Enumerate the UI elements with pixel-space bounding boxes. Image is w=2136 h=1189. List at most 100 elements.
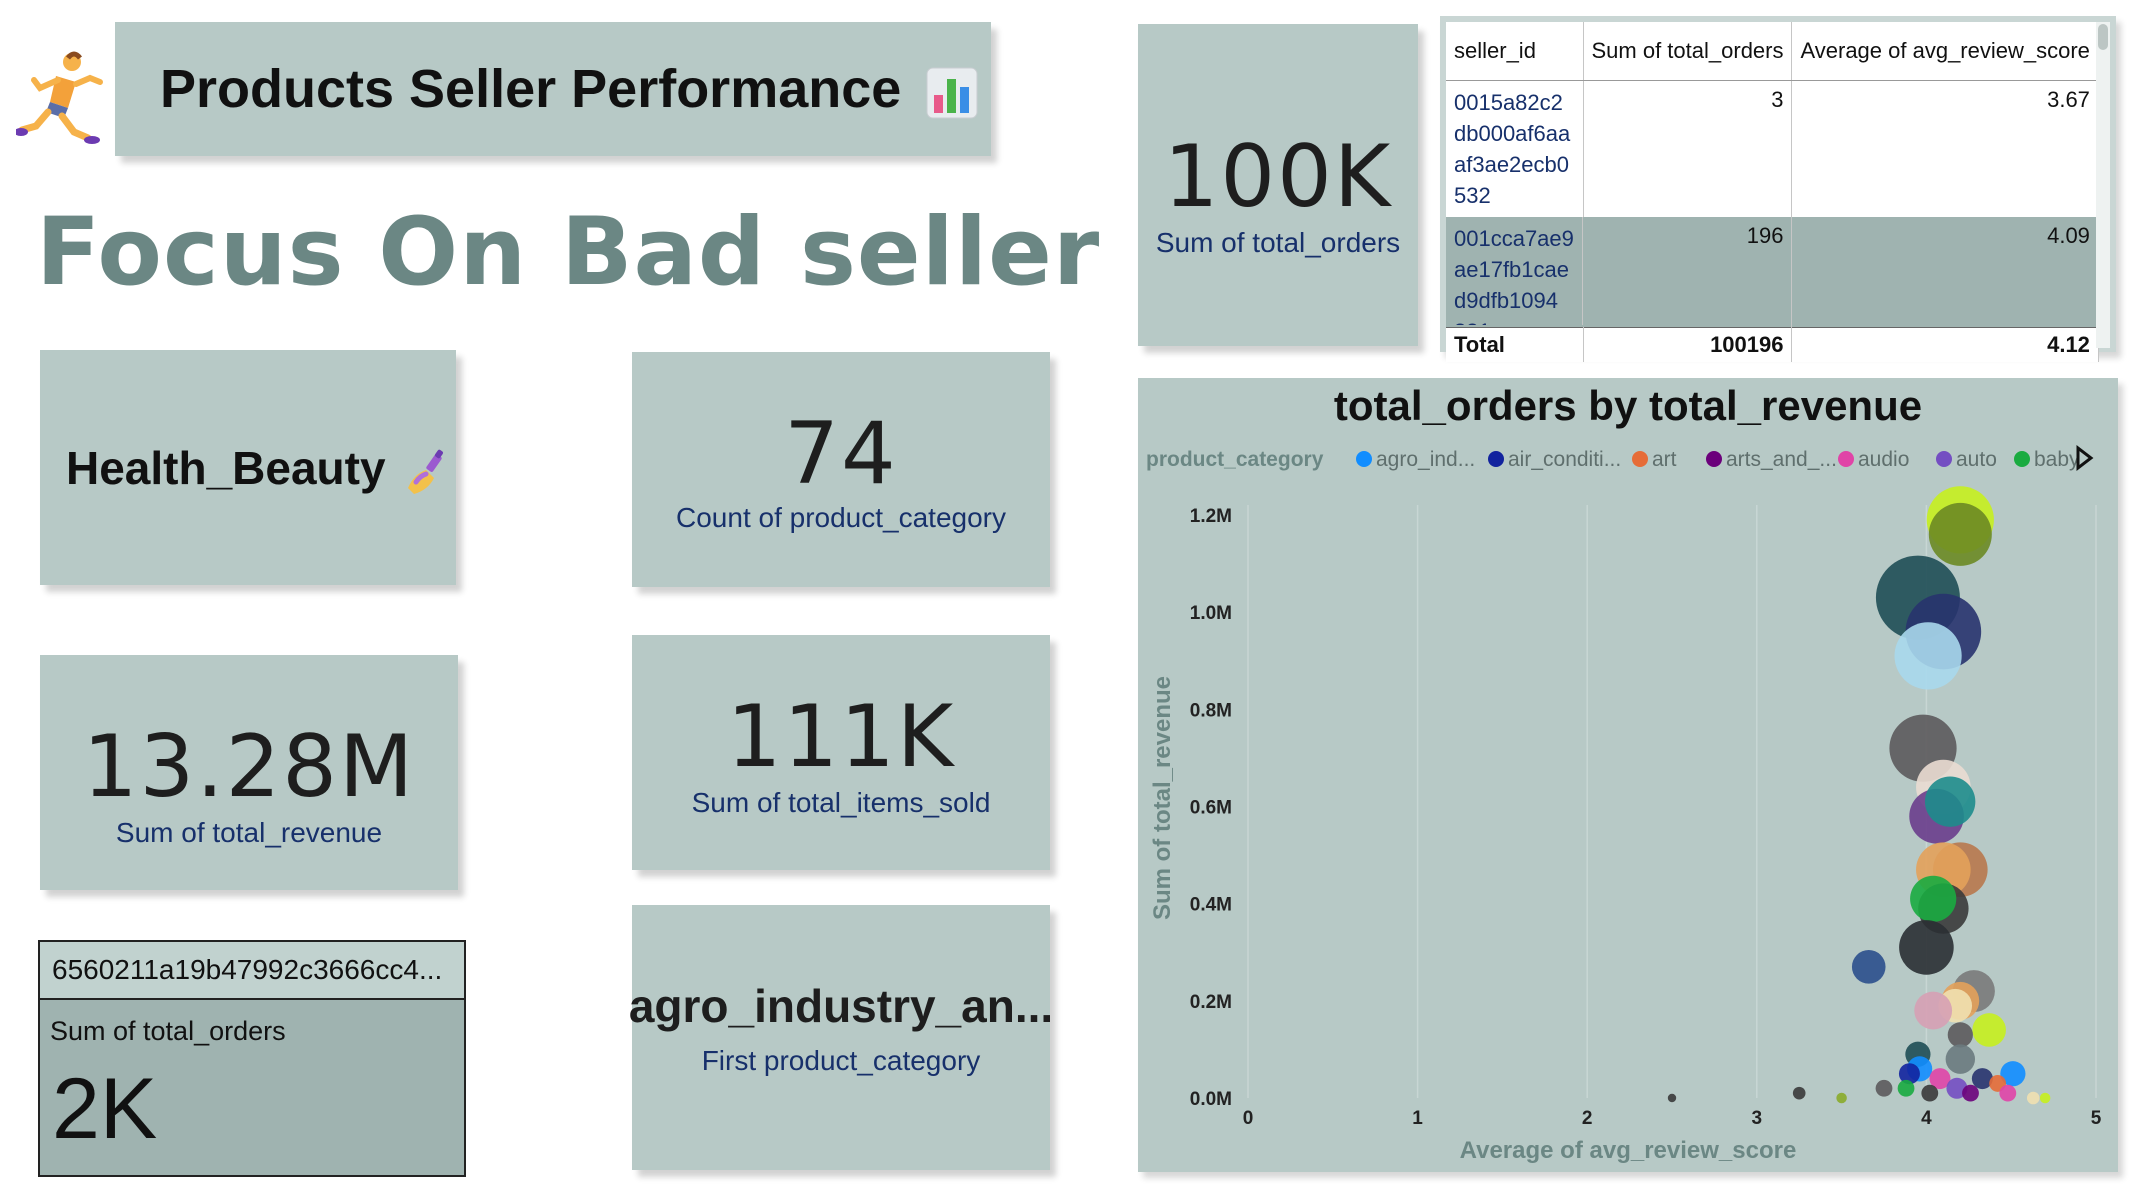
scatter-point[interactable] — [2039, 1092, 2051, 1104]
y-tick-label: 0.8M — [1190, 700, 1232, 721]
scatter-point[interactable] — [1928, 502, 1992, 566]
column-header-total-orders[interactable]: Sum of total_orders — [1583, 22, 1793, 81]
chart-points — [1667, 486, 2051, 1105]
y-axis-label: Sum of total_revenue — [1149, 676, 1176, 920]
cell-total-label: Total — [1446, 326, 1584, 362]
table-row[interactable]: 0015a82c2 db000af6aa af3ae2ecb0 532 3 3.… — [1446, 80, 2099, 217]
total-orders-label: Sum of total_orders — [1155, 227, 1401, 258]
count-category-value: 74 — [784, 403, 898, 504]
cell-seller-id: 001cca7ae9 ae17fb1cae d9dfb1094 831 — [1446, 217, 1583, 325]
total-revenue-label: Sum of total_revenue — [115, 816, 383, 848]
category-value: Health_Beauty — [66, 441, 448, 495]
seller-orders-value: 2K — [52, 1061, 158, 1157]
legend-marker — [1838, 451, 1854, 467]
x-tick-label: 4 — [1921, 1108, 1932, 1129]
category-value-text: Health_Beauty — [66, 441, 386, 494]
scatter-point[interactable] — [1836, 1092, 1847, 1104]
scatter-point[interactable] — [1914, 991, 1953, 1030]
scatter-point[interactable] — [1999, 1084, 2017, 1102]
count-category-card[interactable]: 74 Count of product_category — [632, 352, 1050, 587]
scatter-point[interactable] — [1897, 1079, 1915, 1097]
legend-item-label[interactable]: art — [1652, 448, 1677, 471]
y-tick-label: 0.2M — [1190, 992, 1232, 1013]
scatter-point[interactable] — [1945, 1044, 1976, 1074]
x-axis-ticks: 0 1 2 3 4 5 — [1243, 1108, 2102, 1129]
x-tick-label: 3 — [1752, 1108, 1763, 1129]
bar-chart-emoji-icon — [926, 67, 978, 119]
legend-item-label[interactable]: baby — [2034, 448, 2080, 471]
y-tick-label: 0.6M — [1190, 798, 1232, 819]
chart-title: total_orders by total_revenue — [1334, 382, 1922, 429]
y-tick-label: 1.0M — [1190, 603, 1232, 624]
cell-total-orders: 3 — [1583, 80, 1793, 217]
cell-avg-review: 3.67 — [1791, 80, 2099, 217]
cell-avg-review: 4.09 — [1791, 217, 2099, 327]
scatter-point[interactable] — [1947, 1022, 1973, 1048]
scatter-point[interactable] — [1910, 875, 1957, 922]
legend-title: product_category — [1146, 448, 1324, 471]
first-category-label: First product_category — [701, 1044, 981, 1076]
items-sold-label: Sum of total_items_sold — [691, 786, 991, 818]
x-tick-label: 0 — [1243, 1108, 1254, 1129]
total-orders-value: 100K — [1163, 127, 1393, 227]
scatter-point[interactable] — [1899, 920, 1954, 975]
scatter-point[interactable] — [1929, 1068, 1951, 1090]
table-row[interactable]: 001cca7ae9 ae17fb1cae d9dfb1094 831 196 … — [1446, 217, 2099, 327]
total-orders-card[interactable]: 100K Sum of total_orders — [1138, 24, 1418, 346]
legend-item-label[interactable]: audio — [1858, 448, 1909, 471]
y-tick-label: 0.4M — [1190, 895, 1232, 916]
scatter-point[interactable] — [1898, 1063, 1920, 1085]
legend-marker — [1356, 451, 1372, 467]
legend-marker — [2014, 451, 2030, 467]
scatter-point[interactable] — [1875, 1079, 1893, 1097]
scatter-chart-card: total_orders by total_revenue product_ca… — [1138, 378, 2118, 1172]
x-tick-label: 2 — [1582, 1108, 1593, 1129]
count-category-label: Count of product_category — [676, 501, 1006, 533]
seller-orders-label: Sum of total_orders — [50, 1016, 286, 1046]
legend-marker — [1488, 451, 1504, 467]
legend-marker — [1632, 451, 1648, 467]
scatter-point[interactable] — [1921, 1084, 1939, 1102]
scatter-point[interactable] — [1792, 1086, 1806, 1100]
table-total-row: Total 100196 4.12 — [1446, 326, 2099, 362]
cell-total-orders-sum: 100196 — [1583, 326, 1793, 362]
x-tick-label: 5 — [2091, 1108, 2102, 1129]
seller-id-header: 6560211a19b47992c3666cc4... — [40, 942, 464, 1000]
scatter-point[interactable] — [1924, 776, 1976, 827]
scatter-point[interactable] — [1851, 950, 1886, 984]
column-header-avg-review[interactable]: Average of avg_review_score — [1791, 22, 2099, 81]
x-tick-label: 1 — [1412, 1108, 1423, 1129]
total-revenue-value: 13.28M — [82, 716, 416, 817]
legend-item-label[interactable]: auto — [1956, 448, 1997, 471]
seller-detail-card[interactable]: 6560211a19b47992c3666cc4... Sum of total… — [38, 940, 466, 1177]
title-card: Products Seller Performance — [115, 22, 991, 156]
column-header-seller-id[interactable]: seller_id — [1446, 22, 1584, 81]
scatter-point[interactable] — [1971, 1068, 1993, 1090]
scatter-point[interactable] — [2026, 1091, 2040, 1105]
seller-table-visual: seller_id Sum of total_orders Average of… — [1440, 16, 2116, 362]
scatter-point[interactable] — [1962, 1084, 1979, 1102]
scatter-point[interactable] — [2000, 1061, 2026, 1087]
legend-next-arrow-icon[interactable] — [2076, 444, 2094, 472]
legend-item-label[interactable]: air_conditi... — [1508, 448, 1621, 471]
x-axis-label: Average of avg_review_score — [1460, 1137, 1797, 1164]
first-category-card[interactable]: agro_industry_an... First product_catego… — [628, 905, 1054, 1170]
scatter-point[interactable] — [1972, 1013, 2006, 1047]
legend-item-label[interactable]: arts_and_... — [1726, 448, 1837, 471]
scatter-point[interactable] — [1894, 622, 1962, 690]
y-axis-ticks: 0.0M 0.2M 0.4M 0.6M 0.8M 1.0M 1.2M — [1190, 506, 1232, 1110]
total-revenue-card[interactable]: 13.28M Sum of total_revenue — [40, 655, 458, 890]
items-sold-card[interactable]: 111K Sum of total_items_sold — [632, 635, 1050, 870]
legend-marker — [1706, 451, 1722, 467]
scatter-point[interactable] — [1667, 1093, 1677, 1103]
category-card[interactable]: Health_Beauty — [40, 350, 456, 585]
page-title-text: Products Seller Performance — [160, 59, 902, 119]
table-scrollbar[interactable] — [2096, 22, 2110, 348]
table-scrollbar-thumb[interactable] — [2098, 24, 2108, 50]
legend-item-label[interactable]: agro_ind... — [1376, 448, 1475, 471]
y-tick-label: 0.0M — [1190, 1089, 1232, 1110]
seller-table: seller_id Sum of total_orders Average of… — [1446, 22, 2099, 362]
first-category-value: agro_industry_an... — [628, 979, 1054, 1032]
cell-seller-id: 0015a82c2 db000af6aa af3ae2ecb0 532 — [1446, 80, 1584, 217]
y-tick-label: 1.2M — [1190, 506, 1232, 527]
